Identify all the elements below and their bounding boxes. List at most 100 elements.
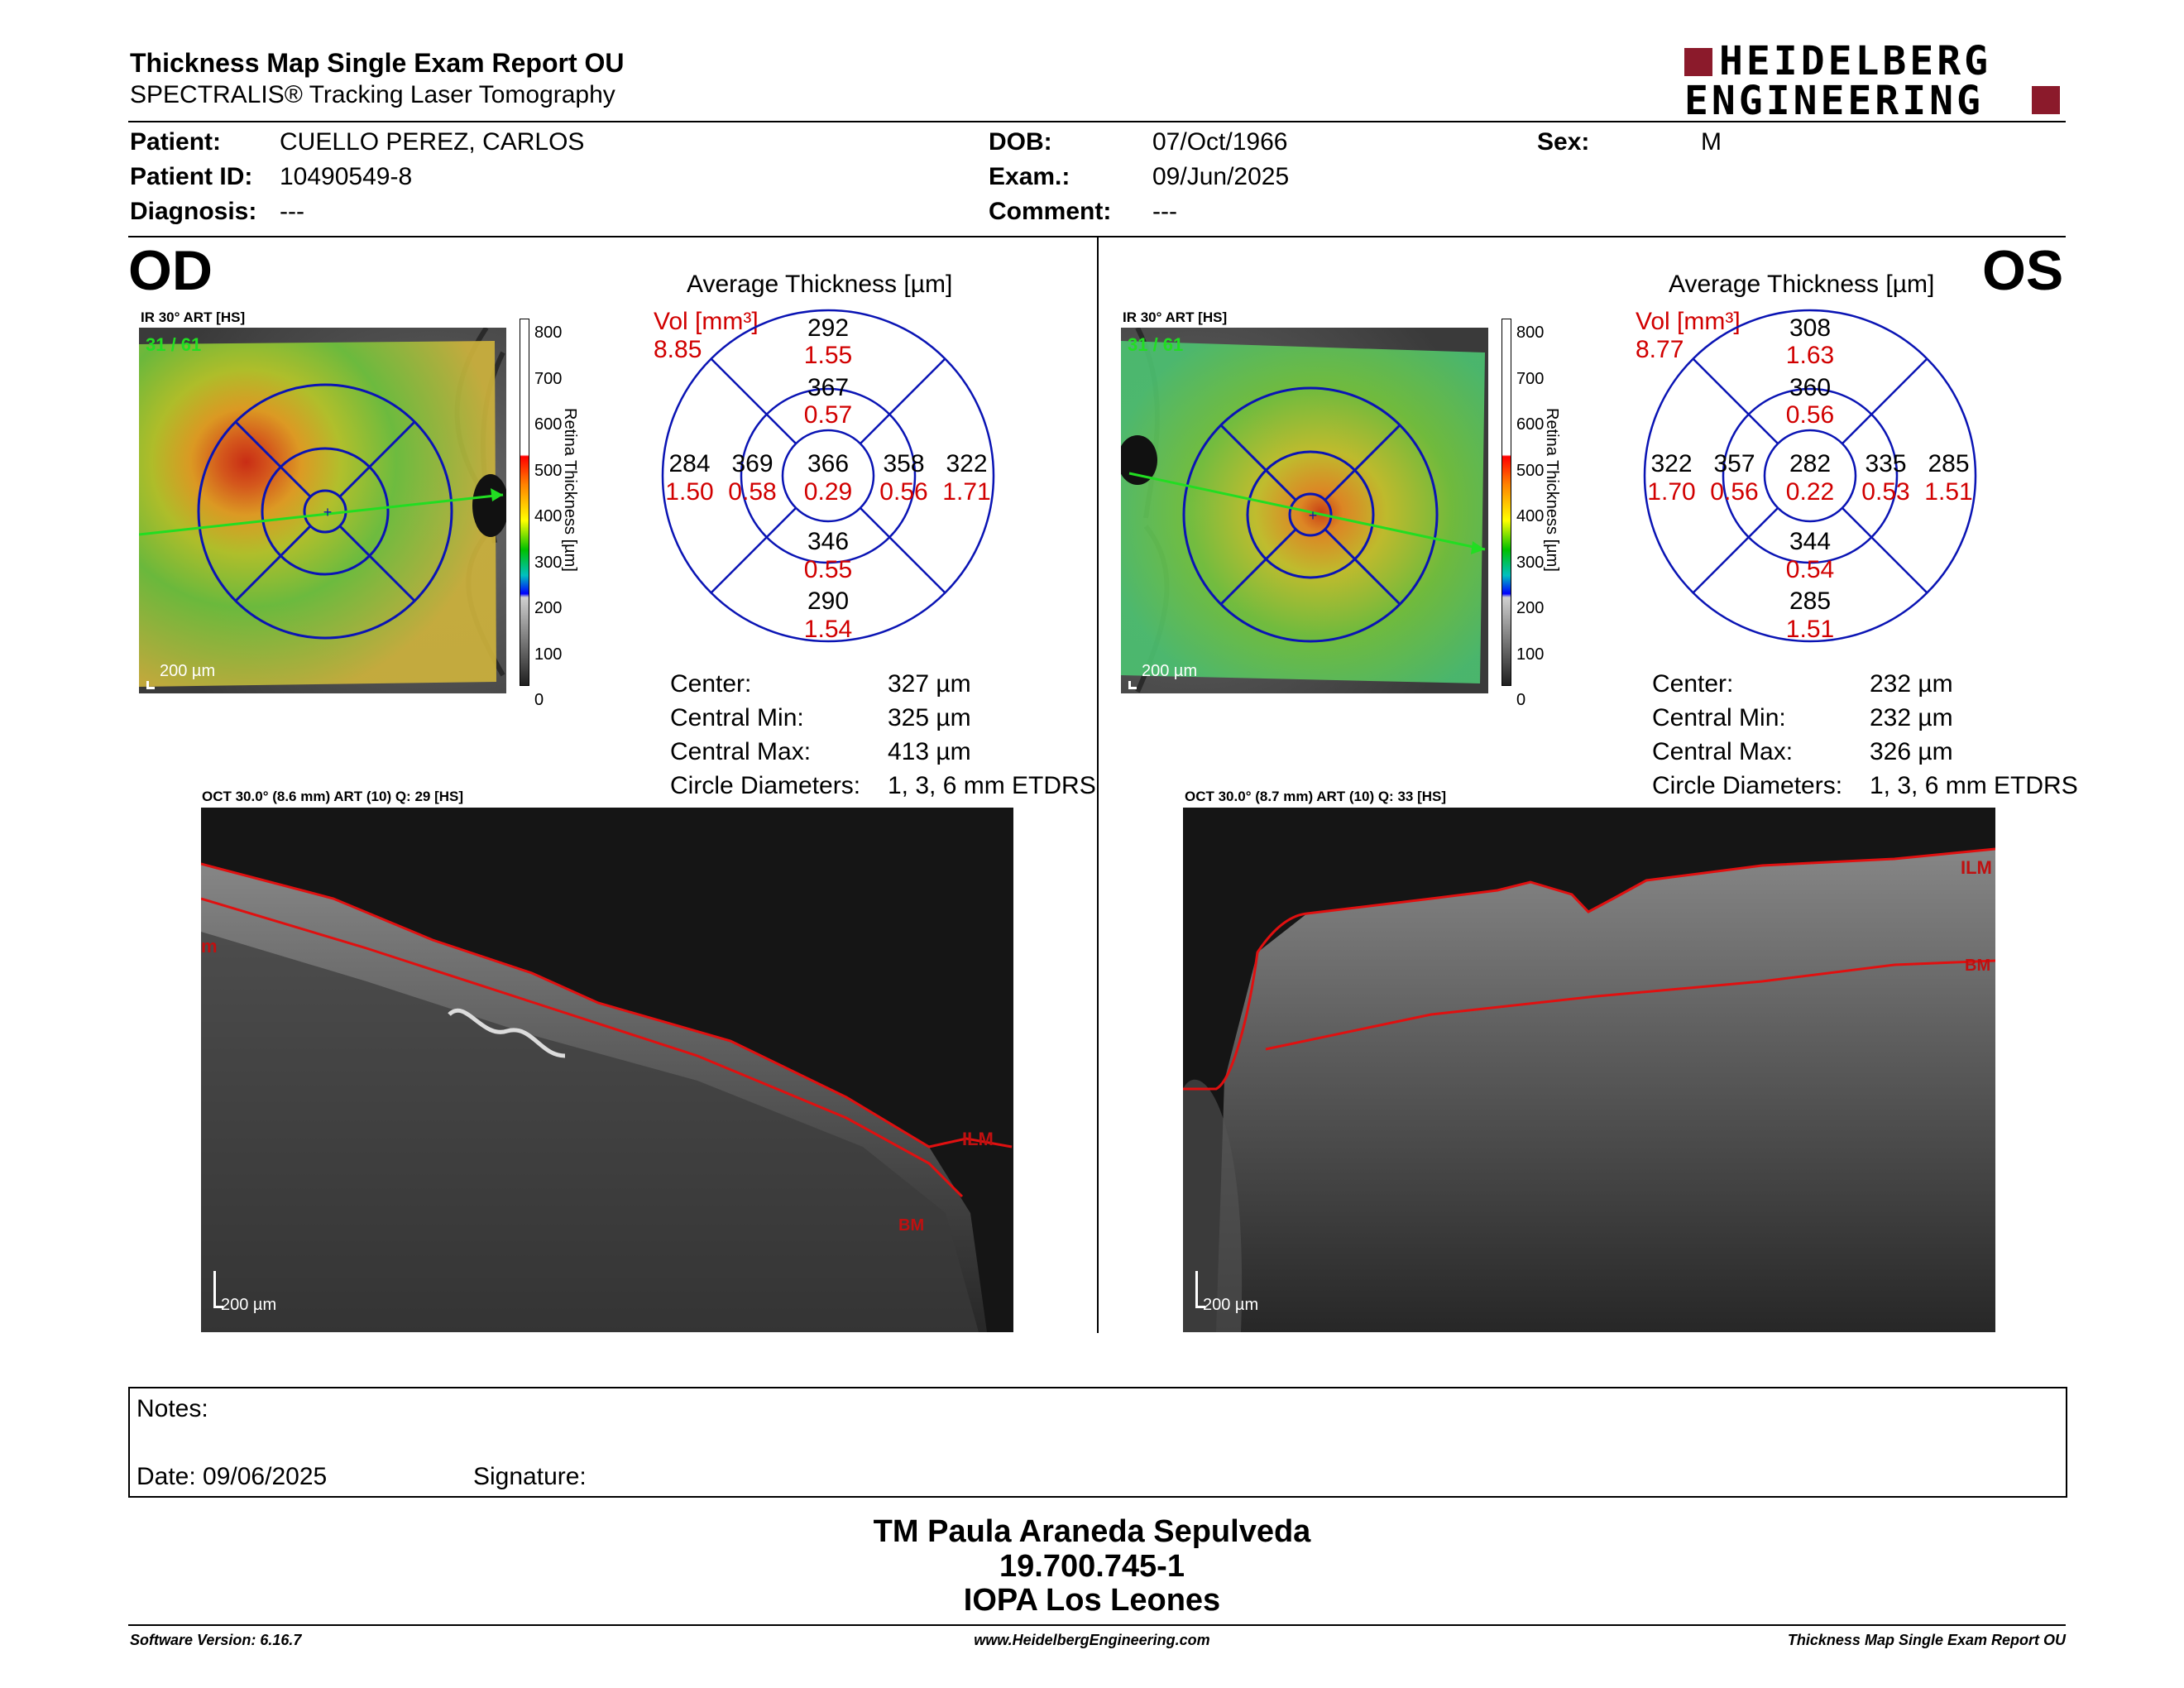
os-outer-bottom: 285 bbox=[1789, 587, 1832, 615]
od-outer-bottom-vol: 1.54 bbox=[803, 616, 853, 643]
heidelberg-logo: HEIDELBERG ENGINEERING bbox=[1684, 41, 2065, 121]
od-diam-label: Circle Diameters: bbox=[670, 772, 861, 799]
os-oct-scale: 200 µm bbox=[1203, 1296, 1259, 1314]
os-max-label: Central Max: bbox=[1652, 738, 1794, 765]
od-outer-top: 292 bbox=[807, 314, 850, 342]
od-bm-label: BM bbox=[898, 1216, 925, 1235]
os-outer-top: 308 bbox=[1789, 314, 1832, 342]
od-etdrs-chart bbox=[661, 309, 995, 643]
exam-label: Exam.: bbox=[989, 163, 1070, 190]
od-outer-right-vol: 1.71 bbox=[942, 478, 991, 506]
logo-line2: ENGINEERING bbox=[1684, 78, 1984, 124]
od-inner-right: 358 bbox=[883, 450, 925, 477]
os-inner-left-vol: 0.56 bbox=[1710, 478, 1759, 506]
patient-id-value: 10490549-8 bbox=[280, 163, 413, 190]
od-max-value: 413 µm bbox=[888, 738, 971, 765]
comment-value: --- bbox=[1152, 198, 1177, 225]
od-center-label: Center: bbox=[670, 670, 752, 698]
svg-text:+: + bbox=[1309, 507, 1318, 524]
od-etdrs-values: 292 1.55 367 0.57 284 1.50 369 0.58 366 … bbox=[659, 306, 998, 645]
os-outer-left: 322 bbox=[1650, 450, 1693, 477]
od-oct-scale: 200 µm bbox=[221, 1296, 277, 1314]
os-inner-left: 357 bbox=[1713, 450, 1755, 477]
os-ir-title: IR 30° ART [HS] bbox=[1123, 309, 1228, 325]
dob-label: DOB: bbox=[989, 128, 1052, 156]
patient-divider bbox=[128, 236, 2066, 237]
od-outer-left: 284 bbox=[668, 450, 711, 477]
od-oct-title: OCT 30.0° (8.6 mm) ART (10) Q: 29 [HS] bbox=[202, 789, 464, 804]
os-inner-bottom: 344 bbox=[1789, 528, 1832, 555]
os-map-scale: 200 µm bbox=[1142, 662, 1198, 680]
os-center-label: Center: bbox=[1652, 670, 1734, 698]
os-outer-right-vol: 1.51 bbox=[1924, 478, 1973, 506]
os-min-value: 232 µm bbox=[1870, 704, 1953, 731]
od-ilm-label: ILM bbox=[962, 1129, 994, 1149]
sex-value: M bbox=[1701, 128, 1722, 156]
footer-divider bbox=[128, 1624, 2066, 1626]
eye-label-os: OS bbox=[1982, 239, 2064, 302]
os-oct-scan: ILM BM 200 µm bbox=[1183, 808, 1995, 1332]
od-inner-left-vol: 0.58 bbox=[728, 478, 777, 506]
os-colorbar-ticks: 800 700 600 500 400 300 200 100 0 bbox=[1516, 324, 1545, 709]
od-ir-title: IR 30° ART [HS] bbox=[141, 309, 246, 325]
os-thickness-map: + 31 / 61 200 µm bbox=[1118, 326, 1488, 693]
os-inner-right: 335 bbox=[1865, 450, 1907, 477]
signer-name: TM Paula Araneda Sepulveda bbox=[873, 1514, 1311, 1549]
os-ilm-label: ILM bbox=[1961, 857, 1992, 878]
patient-value: CUELLO PEREZ, CARLOS bbox=[280, 128, 585, 156]
footer-software: Software Version: 6.16.7 bbox=[130, 1632, 302, 1648]
os-center-value: 232 µm bbox=[1870, 670, 1953, 698]
os-inner-bottom-vol: 0.54 bbox=[1785, 556, 1835, 583]
signer-id: 19.700.745-1 bbox=[999, 1549, 1185, 1584]
footer-website[interactable]: www.HeidelbergEngineering.com bbox=[974, 1632, 1210, 1648]
od-avg-title: Average Thickness [µm] bbox=[687, 271, 953, 298]
os-inner-top: 360 bbox=[1789, 374, 1832, 401]
od-inner-bottom: 346 bbox=[807, 528, 850, 555]
od-min-value: 325 µm bbox=[888, 704, 971, 731]
os-colorbar-label: Retina Thickness [µm] bbox=[1543, 408, 1561, 572]
notes-date: Date: 09/06/2025 bbox=[136, 1463, 328, 1490]
report-subtitle: SPECTRALIS® Tracking Laser Tomography bbox=[130, 81, 615, 108]
od-inner-bottom-vol: 0.55 bbox=[803, 556, 853, 583]
od-vol-label: Vol [mm³] bbox=[654, 308, 759, 335]
od-outer-right: 322 bbox=[946, 450, 988, 477]
diagnosis-label: Diagnosis: bbox=[130, 198, 257, 225]
od-vol-total: 8.85 bbox=[654, 336, 702, 363]
os-outer-top-vol: 1.63 bbox=[1785, 342, 1835, 369]
signer-org: IOPA Los Leones bbox=[963, 1583, 1221, 1618]
od-colorbar-label: Retina Thickness [µm] bbox=[561, 408, 579, 572]
os-oct-title: OCT 30.0° (8.7 mm) ART (10) Q: 33 [HS] bbox=[1185, 789, 1447, 804]
od-inner-left: 369 bbox=[731, 450, 774, 477]
od-center-vol: 0.29 bbox=[803, 478, 853, 506]
os-inner-right-vol: 0.53 bbox=[1861, 478, 1910, 506]
os-inner-top-vol: 0.56 bbox=[1785, 401, 1835, 429]
od-colorbar-scale bbox=[520, 319, 529, 686]
os-frame-counter: 31 / 61 bbox=[1128, 334, 1184, 355]
od-colorbar-ticks: 800 700 600 500 400 300 200 100 0 bbox=[534, 324, 563, 709]
logo-line1: HEIDELBERG bbox=[1719, 38, 1991, 84]
od-min-label: Central Min: bbox=[670, 704, 804, 731]
od-frame-counter: 31 / 61 bbox=[146, 334, 202, 355]
footer-report-name: Thickness Map Single Exam Report OU bbox=[1787, 1632, 2066, 1648]
os-outer-right: 285 bbox=[1928, 450, 1970, 477]
od-optic-disc bbox=[472, 474, 509, 537]
od-outer-bottom: 290 bbox=[807, 587, 850, 615]
os-vol-total: 8.77 bbox=[1636, 336, 1684, 363]
od-inner-top-vol: 0.57 bbox=[803, 401, 853, 429]
os-etdrs-chart bbox=[1643, 309, 1977, 643]
diagnosis-value: --- bbox=[280, 198, 304, 225]
os-outer-left-vol: 1.70 bbox=[1647, 478, 1696, 506]
sex-label: Sex: bbox=[1537, 128, 1590, 156]
dob-value: 07/Oct/1966 bbox=[1152, 128, 1288, 156]
comment-label: Comment: bbox=[989, 198, 1112, 225]
od-colorbar: 800 700 600 500 400 300 200 100 0 Retina Thickne… bbox=[513, 319, 637, 709]
od-outer-top-vol: 1.55 bbox=[803, 342, 853, 369]
notes-signature: Signature: bbox=[473, 1463, 587, 1490]
os-max-value: 326 µm bbox=[1870, 738, 1953, 765]
os-diam-label: Circle Diameters: bbox=[1652, 772, 1843, 799]
od-oct-scan: m ILM BM 200 µm bbox=[201, 808, 1013, 1332]
os-center-vol: 0.22 bbox=[1785, 478, 1835, 506]
os-optic-disc bbox=[1118, 435, 1157, 485]
od-center-value: 327 µm bbox=[888, 670, 971, 698]
patient-id-label: Patient ID: bbox=[130, 163, 253, 190]
